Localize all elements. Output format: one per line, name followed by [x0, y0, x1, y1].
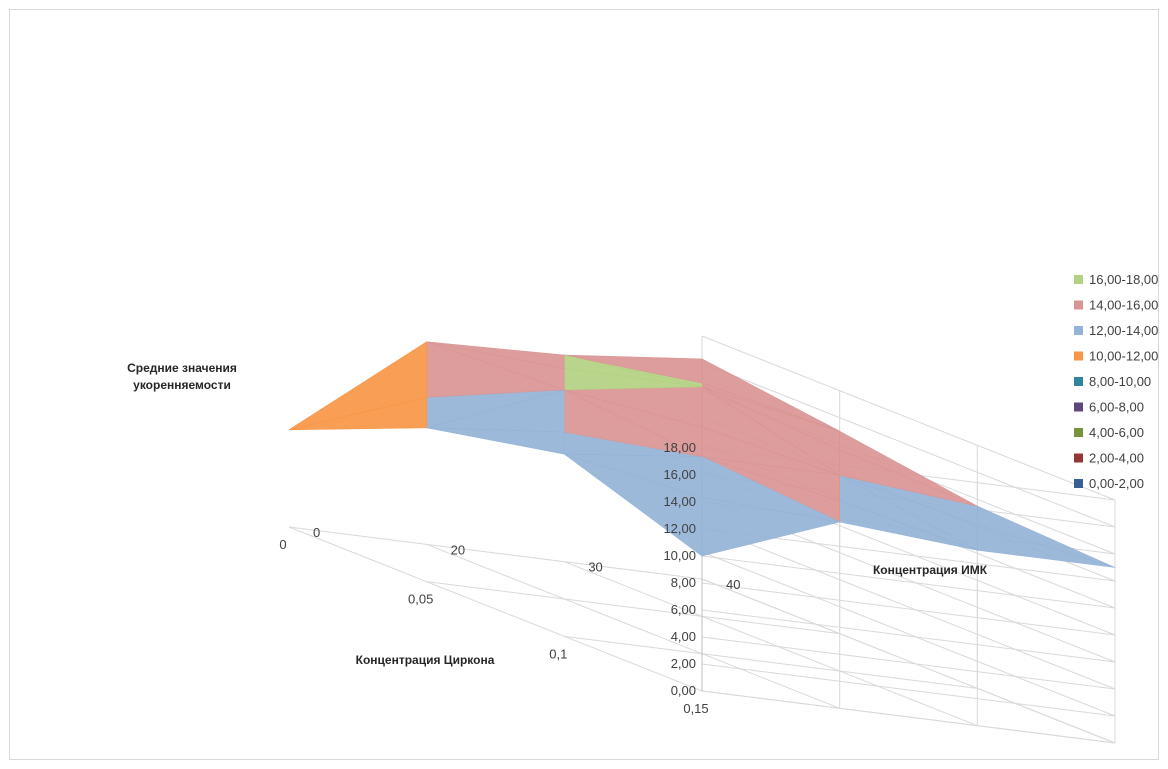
legend-label: 12,00-14,00: [1089, 323, 1158, 338]
legend: 16,00-18,00 14,00-16,00 12,00-14,00 10,00-1…: [1074, 272, 1158, 491]
surface-facet: [426, 341, 565, 369]
y-tick-label: 20: [451, 542, 465, 557]
surface-plot: [288, 341, 1116, 568]
surface-facet: [288, 341, 428, 431]
legend-swatch: [1074, 351, 1083, 361]
floor-gridline: [701, 690, 1116, 744]
z-axis-title-line-2: укоренняемости: [133, 378, 231, 392]
y-tick-label: 0: [313, 525, 320, 540]
legend-swatch: [1074, 479, 1083, 488]
z-tick-label: 4,00: [671, 629, 696, 644]
surface-facet: [426, 427, 565, 455]
z-tick-label: 12,00: [663, 521, 696, 536]
floor-gridline: [426, 581, 840, 635]
floor-gridline: [288, 526, 703, 692]
y-axis-title: Концентрация ИМК: [873, 563, 988, 577]
z-tick-label: 18,00: [663, 440, 696, 455]
legend-label: 14,00-16,00: [1089, 298, 1158, 313]
floor-gridline: [426, 543, 840, 709]
legend-label: 16,00-18,00: [1089, 272, 1158, 287]
z-tick-label: 8,00: [671, 575, 696, 590]
legend-label: 8,00-10,00: [1089, 374, 1151, 389]
y-tick-label: 30: [588, 560, 602, 575]
floor-gridline: [701, 578, 1116, 744]
z-axis-title-line-1: Средние значения: [127, 361, 237, 375]
legend-label: 10,00-12,00: [1089, 349, 1158, 364]
y-tick-label: 40: [726, 577, 740, 592]
z-tick-label: 6,00: [671, 602, 696, 617]
x-tick-label: 0,15: [683, 701, 708, 716]
x-tick-label: 0,1: [549, 646, 567, 661]
legend-label: 6,00-8,00: [1089, 400, 1144, 415]
floor-gridline: [564, 561, 978, 727]
x-tick-label: 0: [279, 537, 286, 552]
floor-gridline: [288, 526, 703, 580]
legend-swatch: [1074, 275, 1083, 284]
legend-swatch: [1074, 377, 1083, 386]
legend-swatch: [1074, 402, 1083, 412]
x-axis-title: Концентрация Циркона: [356, 653, 495, 667]
legend-label: 2,00-4,00: [1089, 451, 1144, 466]
legend-label: 0,00-2,00: [1089, 476, 1144, 491]
z-tick-label: 16,00: [663, 467, 696, 482]
floor-gridline: [564, 635, 978, 689]
legend-label: 4,00-6,00: [1089, 425, 1144, 440]
axis-ticks: 0,00 2,00 4,00 6,00 8,00 10,00 12,00 14,00 16,00…: [279, 440, 740, 716]
x-tick-label: 0,05: [408, 592, 433, 607]
z-tick-label: 10,00: [663, 548, 696, 563]
z-tick-label: 14,00: [663, 494, 696, 509]
legend-swatch: [1074, 428, 1083, 437]
legend-swatch: [1074, 453, 1083, 463]
legend-swatch: [1074, 326, 1083, 335]
surface-facet: [564, 354, 703, 384]
z-tick-label: 0,00: [671, 683, 696, 698]
z-tick-label: 2,00: [671, 656, 696, 671]
legend-swatch: [1074, 300, 1083, 310]
